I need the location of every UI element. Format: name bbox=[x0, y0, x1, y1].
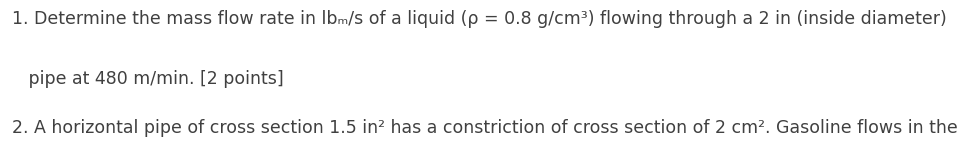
Text: 1. Determine the mass flow rate in lbₘ/s of a liquid (ρ = 0.8 g/cm³) flowing thr: 1. Determine the mass flow rate in lbₘ/s… bbox=[12, 10, 947, 28]
Text: pipe at 480 m/min. [2 points]: pipe at 480 m/min. [2 points] bbox=[12, 70, 284, 88]
Text: 2. A horizontal pipe of cross section 1.5 in² has a constriction of cross sectio: 2. A horizontal pipe of cross section 1.… bbox=[12, 119, 957, 137]
